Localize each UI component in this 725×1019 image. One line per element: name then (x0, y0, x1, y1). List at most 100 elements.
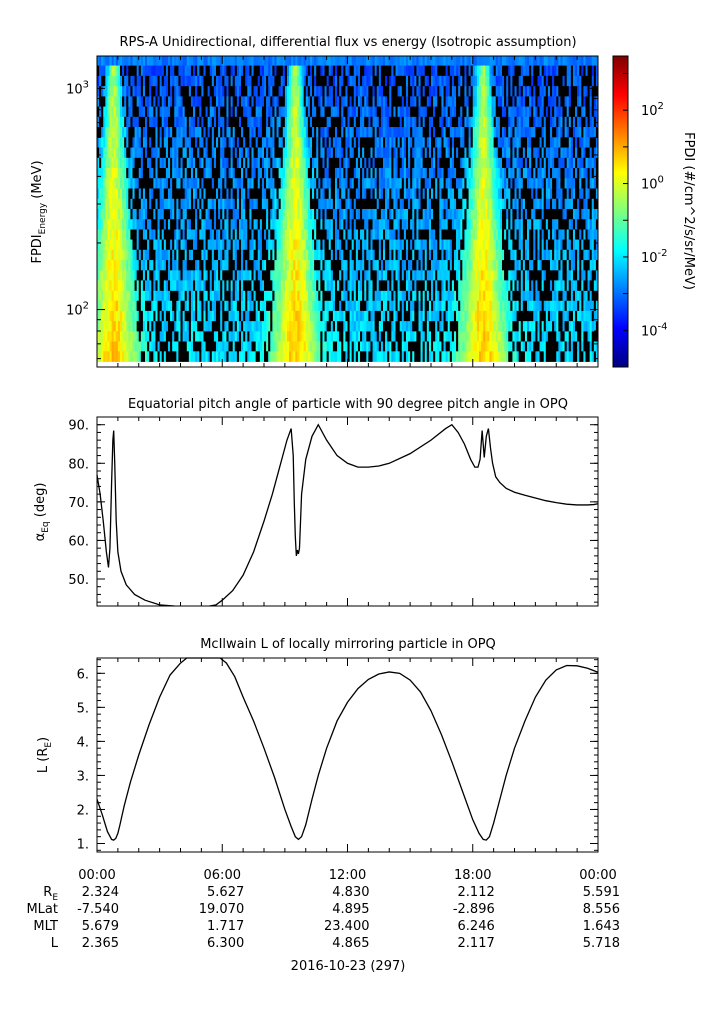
spectrogram-cell (479, 320, 482, 332)
spectrogram-cell (366, 300, 369, 311)
spectrogram-cell (341, 167, 344, 179)
spectrogram-cell (215, 147, 219, 158)
spectrogram-cell (481, 167, 484, 179)
spectrogram-cell (349, 350, 353, 363)
spectrogram-cell (391, 188, 394, 199)
spectrogram-cell (224, 341, 227, 352)
spectrogram-cell (351, 290, 355, 301)
spectrogram-cell (357, 167, 361, 179)
spectrogram-cell (564, 259, 568, 271)
spectrogram-cell (458, 208, 461, 220)
spectrogram-cell (424, 229, 428, 240)
spectrogram-cell (197, 341, 200, 352)
spectrogram-cell (161, 320, 165, 332)
spectrogram-cell (353, 147, 357, 158)
spectrogram-cell (264, 198, 267, 209)
spectrogram-cell (259, 198, 263, 209)
spectrogram-cell (474, 147, 478, 158)
spectrogram-cell (378, 259, 382, 271)
spectrogram-cell (401, 320, 405, 332)
spectrogram-cell (439, 300, 442, 311)
spectrogram-cell (343, 208, 346, 220)
spectrogram-cell (334, 188, 338, 199)
spectrogram-cell (132, 280, 135, 291)
spectrogram-cell (437, 177, 440, 189)
spectrogram-cell (543, 290, 547, 301)
spectrogram-cell (122, 300, 125, 311)
spectrogram-cell (416, 320, 419, 332)
spectrogram-cell (339, 320, 342, 332)
spectrogram-cell (420, 341, 423, 352)
spectrogram-cell (218, 310, 221, 322)
spectrogram-cell (266, 229, 269, 240)
spectrogram-cell (533, 198, 536, 209)
spectrogram-cell (347, 290, 350, 301)
spectrogram-cell (364, 259, 367, 271)
spectrogram-cell (224, 350, 227, 363)
spectrogram-cell (579, 177, 582, 189)
spectrogram-cell (512, 280, 515, 291)
spectrogram-cell (284, 188, 288, 199)
spectrogram-cell (201, 218, 204, 230)
spectrogram-cell (506, 310, 509, 322)
spectrogram-cell (180, 259, 183, 271)
spectrogram-cell (428, 341, 432, 352)
spectrogram-cell (395, 188, 398, 199)
spectrogram-cell (266, 218, 269, 230)
spectrogram-cell (520, 249, 524, 261)
spectrogram-cell (282, 350, 286, 363)
spectrogram-cell (501, 331, 505, 342)
spectrogram-cell (165, 300, 169, 311)
spectrogram-cell (443, 269, 446, 281)
spectrogram-cell (332, 249, 336, 261)
spectrogram-cell (376, 239, 380, 250)
spectrogram-cell (589, 259, 593, 271)
spectrogram-cell (161, 208, 165, 220)
spectrogram-cell (347, 218, 350, 230)
spectrogram-cell (412, 239, 415, 250)
spectrogram-cell (339, 269, 342, 281)
spectrogram-cell (510, 167, 513, 179)
spectrogram-cell (552, 280, 555, 291)
spectrogram-cell (117, 239, 121, 250)
spectrogram-cell (583, 350, 586, 363)
spectrogram-cell (188, 350, 192, 363)
spectrogram-cell (366, 188, 369, 199)
spectrogram-cell (124, 269, 127, 281)
spectrogram-cell (483, 157, 486, 168)
spectrogram-cell (595, 350, 599, 363)
spectrogram-cell (199, 249, 202, 261)
spectrogram-cell (416, 259, 419, 271)
spectrogram-cell (545, 350, 549, 363)
spectrogram-cell (215, 198, 219, 209)
spectrogram-cell (537, 300, 540, 311)
spectrogram-cell (230, 198, 234, 209)
spectrogram-cell (286, 239, 290, 250)
spectrogram-cell (249, 218, 252, 230)
spectrogram-cell (293, 269, 296, 281)
spectrogram-cell (167, 249, 171, 261)
spectrogram-cell (572, 290, 576, 301)
spectrogram-cell (474, 331, 478, 342)
spectrogram-cell (385, 350, 388, 363)
spectrogram-cell (241, 177, 244, 189)
spectrogram-cell (295, 320, 298, 332)
spectrogram-cell (414, 341, 417, 352)
spectrogram-cell (226, 331, 229, 342)
spectrogram-cell (349, 198, 353, 209)
spectrogram-cell (437, 350, 440, 363)
spectrogram-cell (591, 341, 595, 352)
spectrogram-cell (591, 320, 595, 332)
spectrogram-cell (205, 341, 208, 352)
spectrogram-cell (570, 350, 574, 363)
spectrogram-cell (320, 259, 323, 271)
spectrogram-cell (138, 320, 142, 332)
spectrogram-cell (399, 147, 403, 158)
spectrogram-cell (531, 218, 534, 230)
spectrogram-cell (197, 350, 200, 363)
spectrogram-cell (307, 239, 311, 250)
spectrogram-cell (479, 300, 482, 311)
spectrogram-cell (305, 239, 309, 250)
spectrogram-cell (186, 147, 190, 158)
spectrogram-cell (395, 331, 398, 342)
